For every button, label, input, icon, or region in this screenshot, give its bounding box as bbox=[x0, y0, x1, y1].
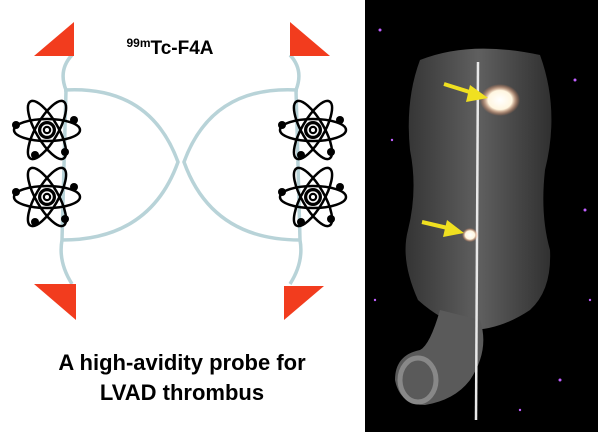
atom bbox=[10, 94, 82, 166]
triangle bbox=[290, 22, 330, 56]
arc-right bbox=[182, 87, 301, 242]
triangle bbox=[34, 22, 74, 56]
atom bbox=[276, 94, 348, 166]
atom bbox=[10, 161, 82, 233]
triangle bbox=[34, 284, 76, 320]
caption-line: LVAD thrombus bbox=[100, 380, 264, 405]
linker-right bbox=[288, 53, 303, 285]
atom bbox=[276, 161, 348, 233]
isotope: 99m bbox=[126, 36, 150, 50]
probe-schematic: 99mTc-F4A A high-avidity probe for LVAD … bbox=[10, 22, 348, 405]
probe-label: 99mTc-F4A bbox=[126, 36, 213, 59]
scan-image bbox=[365, 0, 598, 432]
probe-name: Tc-F4A bbox=[151, 38, 214, 59]
triangle bbox=[284, 286, 324, 320]
arc-left bbox=[61, 87, 180, 242]
linker-left bbox=[59, 53, 74, 285]
caption-line: A high-avidity probe for bbox=[58, 350, 306, 375]
